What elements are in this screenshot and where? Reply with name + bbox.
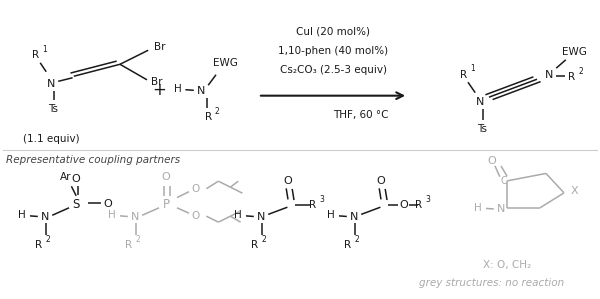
Text: N: N [41,212,49,222]
Text: 2: 2 [215,107,220,116]
Text: N: N [350,212,358,222]
Text: X: X [571,186,578,196]
Text: O: O [103,199,112,209]
Text: S: S [73,198,80,211]
Text: O: O [191,211,199,221]
Text: R: R [251,240,259,250]
Text: grey structures: no reaction: grey structures: no reaction [419,277,565,288]
Text: N: N [545,70,553,80]
Text: 1: 1 [43,45,47,54]
Text: THF, 60 °C: THF, 60 °C [333,110,389,120]
Text: O: O [400,199,408,210]
Text: H: H [475,203,482,213]
Text: 2: 2 [46,235,50,244]
Text: 2: 2 [262,235,266,244]
Text: +: + [152,81,166,99]
Text: N: N [131,212,139,222]
Text: H: H [235,210,242,220]
Text: Ar: Ar [59,172,71,182]
Text: EWG: EWG [212,58,238,68]
Text: Ts: Ts [477,123,487,134]
Text: O: O [72,174,80,184]
Text: P: P [163,198,170,211]
Text: R: R [309,199,316,210]
Text: R: R [415,199,422,210]
Text: 3: 3 [319,195,324,204]
Text: R: R [344,240,352,250]
Text: O: O [284,176,292,186]
Text: Representative coupling partners: Representative coupling partners [6,155,180,165]
Text: O: O [488,155,496,166]
Text: C: C [500,176,508,186]
Text: EWG: EWG [562,47,587,57]
Text: Cs₂CO₃ (2.5-3 equiv): Cs₂CO₃ (2.5-3 equiv) [280,65,386,75]
Text: X: O, CH₂: X: O, CH₂ [483,260,531,270]
Text: Ts: Ts [48,104,58,114]
Text: H: H [19,210,26,220]
Text: N: N [47,79,55,89]
Text: CuI (20 mol%): CuI (20 mol%) [296,26,370,36]
Text: O: O [377,176,385,186]
Text: R: R [568,72,575,82]
Text: 2: 2 [578,67,583,76]
Text: Br: Br [151,77,163,87]
Text: N: N [257,212,265,222]
Text: O: O [191,184,199,194]
Text: R: R [460,70,467,80]
Text: 3: 3 [425,195,430,204]
Text: N: N [197,86,205,96]
Text: H: H [175,84,182,94]
Text: 1,10-phen (40 mol%): 1,10-phen (40 mol%) [278,46,388,56]
Text: R: R [205,112,212,122]
Text: R: R [32,50,40,60]
Text: N: N [476,97,484,107]
Text: Br: Br [154,42,166,52]
Text: 2: 2 [355,235,359,244]
Text: H: H [328,210,335,220]
Text: O: O [162,172,170,182]
Text: H: H [109,210,116,220]
Text: (1.1 equiv): (1.1 equiv) [23,134,79,144]
Text: N: N [497,204,505,214]
Text: R: R [35,240,43,250]
Text: 2: 2 [136,235,140,244]
Text: 1: 1 [470,64,475,73]
Text: R: R [125,240,133,250]
